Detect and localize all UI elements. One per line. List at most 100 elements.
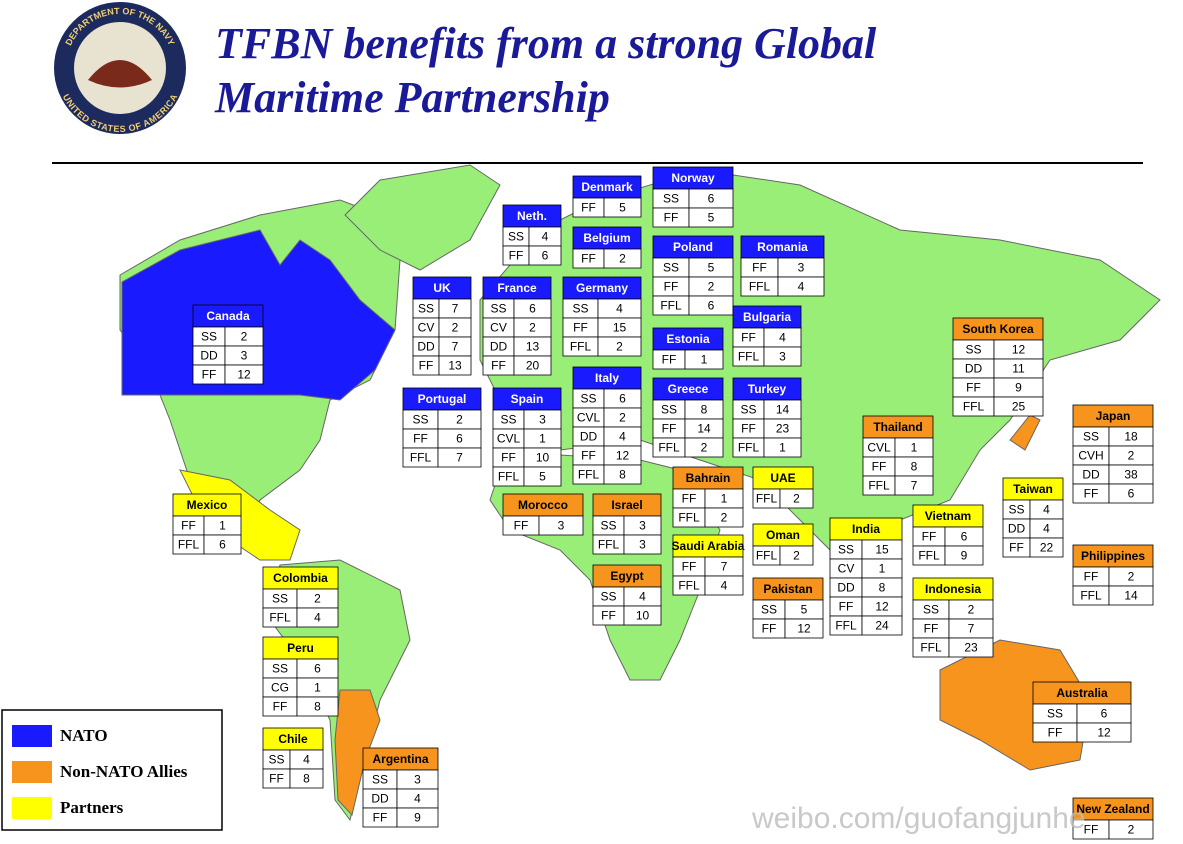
ship-count: 23	[964, 641, 978, 655]
ship-type: DD	[580, 430, 598, 444]
ship-type: FFL	[756, 492, 778, 506]
country-box: Indonesia SS 2 FF 7 FFL 23	[912, 577, 994, 658]
country-box: Taiwan SS 4 DD 4 FF 22	[1002, 477, 1064, 558]
ship-count: 3	[558, 519, 565, 533]
ship-type: FFL	[410, 451, 432, 465]
ship-type: SS	[412, 413, 428, 427]
table-cell	[894, 475, 934, 496]
ship-count: 4	[1043, 503, 1050, 517]
ship-count: 20	[526, 359, 540, 373]
country-name: Estonia	[666, 332, 710, 346]
ship-count: 6	[314, 662, 321, 676]
ship-type: SS	[201, 330, 217, 344]
ship-type: DD	[200, 349, 218, 363]
table-cell	[1029, 537, 1064, 558]
ship-count: 3	[798, 261, 805, 275]
country-name: Japan	[1096, 409, 1131, 423]
country-name: Peru	[287, 641, 314, 655]
table-cell	[1108, 483, 1154, 504]
ship-type: FF	[762, 622, 777, 636]
country-box: Belgium FF 2	[572, 226, 642, 269]
ship-type: FFL	[660, 299, 682, 313]
country-name: Greece	[668, 382, 709, 396]
table-cell	[203, 534, 242, 555]
watermark: weibo.com/guofangjunhe	[751, 802, 1086, 835]
ship-count: 8	[879, 581, 886, 595]
table-cell	[763, 346, 802, 367]
table-cell	[224, 364, 264, 385]
ship-count: 1	[879, 562, 886, 576]
ship-count: 6	[529, 302, 536, 316]
ship-count: 2	[1128, 449, 1135, 463]
ship-type: SS	[965, 343, 981, 357]
table-cell	[1108, 819, 1154, 840]
ship-type: FF	[514, 519, 529, 533]
legend-swatch	[12, 761, 52, 783]
ship-type: SS	[490, 302, 506, 316]
ship-type: FFL	[658, 441, 680, 455]
country-name: Italy	[595, 371, 619, 385]
ship-type: FFL	[498, 470, 520, 484]
legend-label: Partners	[60, 798, 124, 817]
ship-count: 6	[961, 530, 968, 544]
ship-type: FFL	[678, 511, 700, 525]
ship-type: FFL	[738, 441, 760, 455]
country-name: Belgium	[583, 231, 630, 245]
ship-type: SS	[500, 413, 516, 427]
ship-count: 11	[1012, 362, 1025, 376]
ship-count: 7	[968, 622, 975, 636]
table-cell	[784, 618, 824, 639]
table-cell	[396, 807, 439, 828]
country-box: Greece SS 8 FF 14 FFL 2	[652, 377, 724, 458]
ship-count: 1	[314, 681, 321, 695]
ship-count: 3	[639, 519, 646, 533]
ship-type: CG	[271, 681, 289, 695]
ship-count: 23	[776, 422, 790, 436]
ship-type: FF	[181, 519, 196, 533]
ship-count: 7	[452, 302, 459, 316]
ship-count: 10	[536, 451, 550, 465]
ship-type: FF	[581, 449, 596, 463]
ship-type: DD	[1082, 468, 1100, 482]
ship-count: 5	[801, 603, 808, 617]
ship-count: 2	[456, 413, 463, 427]
country-box: Peru SS 6 CG 1 FF 8	[262, 636, 339, 717]
legend-swatch	[12, 797, 52, 819]
ship-type: FFL	[678, 579, 700, 593]
country-box: Spain SS 3 CVL 1 FF 10 FFL 5	[492, 387, 562, 487]
ship-count: 12	[797, 622, 811, 636]
ship-count: 2	[721, 511, 728, 525]
ship-type: FF	[491, 359, 506, 373]
title-line: TFBN benefits from a strong Global	[215, 19, 877, 68]
ship-type: CVH	[1078, 449, 1103, 463]
ship-type: SS	[268, 753, 284, 767]
table-cell	[779, 545, 814, 566]
ship-type: FF	[501, 451, 516, 465]
country-box: Chile SS 4 FF 8	[262, 727, 324, 789]
greenland	[344, 164, 501, 271]
ship-count: 2	[616, 340, 623, 354]
country-name: Mexico	[187, 498, 228, 512]
legend: NATO Non-NATO Allies Partners	[12, 725, 188, 819]
ship-type: FF	[1084, 487, 1099, 501]
table-cell	[538, 515, 584, 536]
country-name: Norway	[671, 171, 715, 185]
country-name: France	[497, 281, 537, 295]
ship-type: CVL	[577, 411, 601, 425]
ship-count: 6	[619, 392, 626, 406]
ship-count: 12	[237, 368, 251, 382]
ship-count: 2	[793, 549, 800, 563]
ship-type: FFL	[918, 549, 940, 563]
ship-count: 7	[721, 560, 728, 574]
ship-count: 4	[303, 753, 310, 767]
ship-count: 12	[616, 449, 630, 463]
ship-count: 13	[526, 340, 540, 354]
country-name: New Zealand	[1076, 802, 1149, 816]
ship-type: FF	[924, 622, 939, 636]
ship-type: SS	[272, 662, 288, 676]
country-box: Vietnam FF 6 FFL 9	[912, 504, 984, 566]
ship-count: 9	[961, 549, 968, 563]
ship-type: SS	[663, 192, 679, 206]
table-cell	[528, 245, 562, 266]
